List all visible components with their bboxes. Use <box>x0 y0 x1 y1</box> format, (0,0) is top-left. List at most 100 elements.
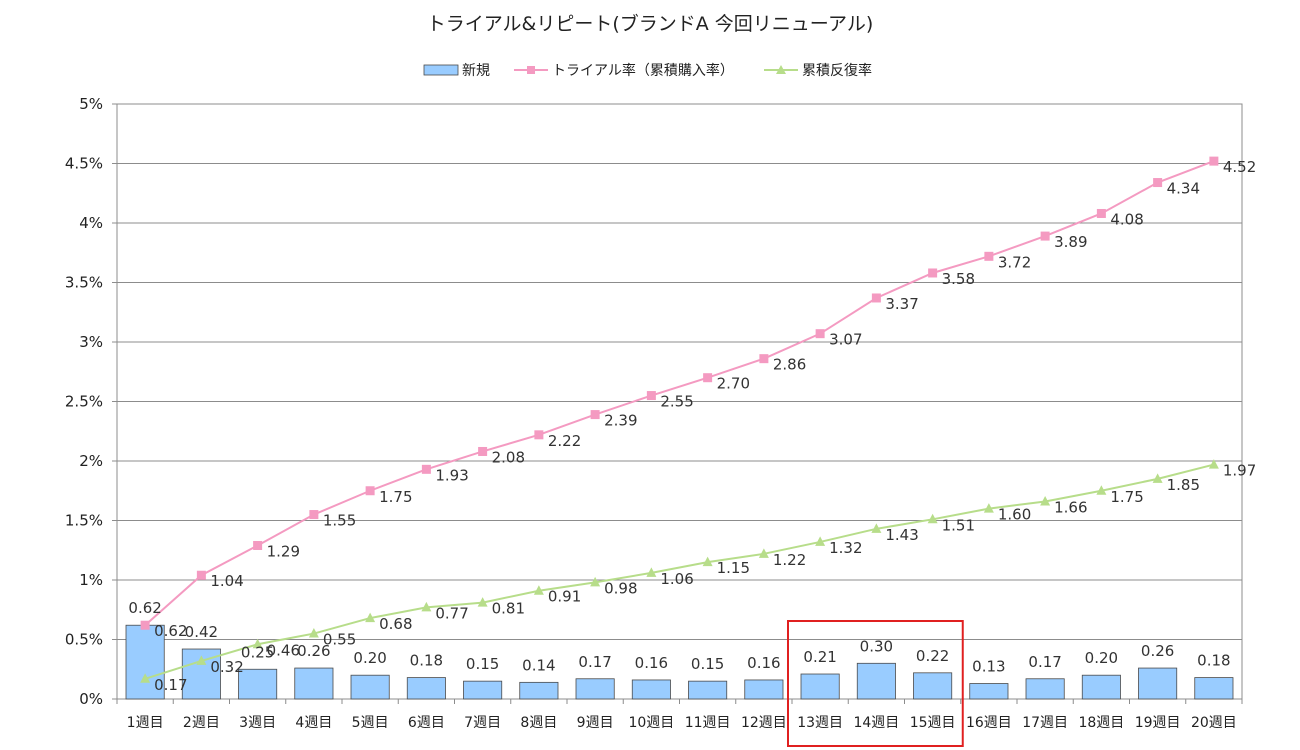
x-category-label: 6週目 <box>408 715 445 731</box>
marker-repeat-rate <box>308 628 319 638</box>
legend-label-new: 新規 <box>462 63 490 79</box>
x-category-label: 4週目 <box>295 715 332 731</box>
y-tick-label: 4.5% <box>65 155 103 173</box>
annotations <box>787 620 964 747</box>
marker-repeat-rate <box>477 597 488 607</box>
bar-value-label: 0.13 <box>972 658 1005 676</box>
marker-trial-rate <box>646 391 656 401</box>
bar-new <box>294 667 334 700</box>
y-tick-label: 1.5% <box>65 512 103 530</box>
marker-repeat-rate <box>1152 473 1163 483</box>
legend-marker-square <box>527 66 535 74</box>
repeat-rate-label: 1.97 <box>1223 462 1256 480</box>
legend-label-repeat-rate: 累積反復率 <box>802 62 872 79</box>
bar-new <box>1194 677 1234 700</box>
marker-repeat-rate <box>646 567 657 577</box>
x-category-label: 11週目 <box>685 715 731 731</box>
repeat-rate-label: 0.17 <box>154 676 187 694</box>
y-axis: 0% 0.5% 1% 1.5% 2% 2.5% 3% 3.5% 4% 4.5% 5% <box>65 95 117 708</box>
chart-title-group: トライアル&リピート(ブランドA 今回リニューアル) <box>427 12 874 35</box>
marker-trial-rate <box>309 510 319 520</box>
x-category-label: 9週目 <box>577 715 614 731</box>
repeat-rate-label: 1.75 <box>1110 488 1143 506</box>
y-tick-label: 3.5% <box>65 274 103 292</box>
x-category-label: 17週目 <box>1022 715 1068 731</box>
y-tick-label: 1% <box>79 571 103 589</box>
bar-value-label: 0.16 <box>747 654 780 672</box>
bar-new <box>744 679 784 700</box>
bar-value-label: 0.14 <box>522 656 555 674</box>
trial-rate-label: 2.08 <box>492 448 525 466</box>
marker-trial-rate <box>196 570 206 580</box>
repeat-rate-label: 1.43 <box>885 526 918 544</box>
marker-trial-rate <box>928 268 938 278</box>
trial-rate-label: 3.07 <box>829 331 862 349</box>
bar-new <box>575 678 615 700</box>
bar-value-label: 0.30 <box>860 637 893 655</box>
marker-repeat-rate <box>871 523 882 533</box>
marker-repeat-rate <box>421 601 432 612</box>
bar-value-label: 0.25 <box>241 643 274 661</box>
legend-label-trial-rate: トライアル率（累積購入率） <box>552 62 734 79</box>
x-category-label: 13週目 <box>797 715 843 731</box>
trial-rate-label: 4.52 <box>1223 158 1256 176</box>
bar-value-label: 0.20 <box>353 649 386 667</box>
repeat-rate-label: 1.66 <box>1054 498 1087 516</box>
bar-series-new <box>125 624 1234 700</box>
chart-legend: 新規 トライアル率（累積購入率） 累積反復率 <box>423 62 872 79</box>
marker-repeat-rate <box>1208 459 1219 469</box>
marker-trial-rate <box>984 251 994 261</box>
x-category-label: 1週目 <box>127 715 164 731</box>
trial-rate-label: 1.55 <box>323 512 356 530</box>
bar-value-label: 0.18 <box>410 652 443 670</box>
line-repeat-rate <box>144 463 1215 680</box>
trial-rate-label: 1.93 <box>435 466 468 484</box>
marker-repeat-rate <box>365 612 376 623</box>
x-category-label: 18週目 <box>1078 715 1124 731</box>
marker-trial-rate <box>534 430 544 440</box>
x-category-label: 12週目 <box>741 715 787 731</box>
repeat-rate-label: 1.15 <box>717 559 750 577</box>
grid-lines <box>116 103 1243 700</box>
trial-rate-label: 2.39 <box>604 412 637 430</box>
bar-value-label: 0.16 <box>635 654 668 672</box>
repeat-rate-label: 0.46 <box>267 641 300 659</box>
highlight-box <box>787 620 964 747</box>
y-tick-label: 3% <box>79 333 103 351</box>
bar-new <box>125 624 165 700</box>
repeat-rate-label: 0.68 <box>379 615 412 633</box>
marker-trial-rate <box>478 446 488 456</box>
marker-trial-rate <box>871 293 881 303</box>
marker-repeat-rate <box>927 513 938 524</box>
marker-trial-rate <box>815 329 825 339</box>
bar-new <box>350 674 390 700</box>
x-category-label: 2週目 <box>183 715 220 731</box>
marker-repeat-rate <box>533 585 544 595</box>
x-category-label: 7週目 <box>464 715 501 731</box>
trial-rate-label: 3.37 <box>885 295 918 313</box>
x-category-label: 20週目 <box>1191 715 1237 731</box>
repeat-rate-label: 1.51 <box>942 516 975 534</box>
bar-value-label: 0.62 <box>128 599 161 617</box>
legend-marker-triangle <box>776 65 786 74</box>
marker-repeat-rate <box>815 536 826 546</box>
marker-trial-rate <box>590 410 600 420</box>
chart-title: トライアル&リピート(ブランドA 今回リニューアル) <box>427 12 874 35</box>
x-category-label: 16週目 <box>966 715 1012 731</box>
trial-rate-label: 1.75 <box>379 488 412 506</box>
trial-rate-label: 0.62 <box>154 622 187 640</box>
repeat-rate-label: 0.81 <box>492 600 525 618</box>
bar-new <box>1025 678 1065 700</box>
y-tick-label: 0% <box>79 690 103 708</box>
line-series <box>140 156 1219 683</box>
bar-value-label: 0.15 <box>466 655 499 673</box>
trial-rate-label: 2.86 <box>773 356 806 374</box>
x-axis: 1週目 2週目 3週目 4週目 5週目 6週目 7週目 8週目 9週目 10週目 11週目 12週目 1… <box>116 699 1243 731</box>
trial-rate-label: 4.08 <box>1110 210 1143 228</box>
marker-trial-rate <box>1040 231 1050 241</box>
bar-value-label: 0.21 <box>803 648 836 666</box>
marker-repeat-rate <box>590 576 601 587</box>
marker-trial-rate <box>1209 156 1219 166</box>
repeat-rate-label: 1.60 <box>998 506 1031 524</box>
